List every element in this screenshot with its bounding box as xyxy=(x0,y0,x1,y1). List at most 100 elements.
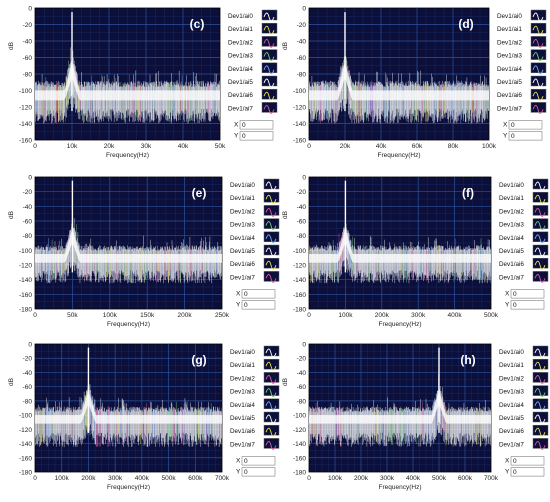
cursor-y-field[interactable] xyxy=(241,300,276,310)
legend-swatch[interactable] xyxy=(532,257,549,269)
y-tick-label: -120 xyxy=(293,105,306,112)
noise-floor-band xyxy=(35,61,220,101)
legend-swatch[interactable] xyxy=(261,75,278,87)
legend-swatch[interactable] xyxy=(532,191,549,203)
legend-swatch-trace xyxy=(265,361,277,371)
legend-entry-label: Dev1/ai5 xyxy=(497,79,522,86)
legend-entry-label: Dev1/ai6 xyxy=(230,261,255,268)
legend-swatch[interactable] xyxy=(263,385,280,396)
cursor-y-field[interactable] xyxy=(510,467,545,477)
legend-swatch-trace xyxy=(265,221,277,231)
legend-swatch[interactable] xyxy=(263,345,280,357)
legend-swatch[interactable] xyxy=(532,398,549,410)
legend-swatch[interactable] xyxy=(532,271,549,282)
legend-swatch[interactable] xyxy=(532,178,549,190)
legend-swatch[interactable] xyxy=(532,411,549,423)
x-tick-label: 500k xyxy=(432,475,447,482)
cursor-x-field[interactable] xyxy=(239,120,274,130)
legend-swatch[interactable] xyxy=(263,424,280,436)
x-tick-label: 150k xyxy=(140,312,155,319)
legend-entry-label: Dev1/ai3 xyxy=(499,222,524,229)
legend-swatch[interactable] xyxy=(261,36,278,47)
legend-entry-label: Dev1/ai0 xyxy=(497,13,522,20)
legend-swatch[interactable] xyxy=(532,244,549,256)
legend-swatch[interactable] xyxy=(263,257,280,269)
legend-swatch-trace xyxy=(534,374,546,384)
legend-entry-label: Dev1/ai7 xyxy=(499,274,524,281)
spectrum-trace xyxy=(309,347,491,447)
legend-entry-label: Dev1/ai2 xyxy=(228,39,253,46)
legend-swatch[interactable] xyxy=(263,231,280,243)
legend-swatch[interactable] xyxy=(530,49,547,60)
legend-swatch-trace xyxy=(263,25,275,35)
x-tick-label: 400k xyxy=(406,475,421,482)
legend-swatch[interactable] xyxy=(263,178,280,190)
legend-swatch[interactable] xyxy=(532,205,549,216)
cursor-y-field[interactable] xyxy=(508,131,543,141)
y-tick-label: -180 xyxy=(19,470,32,477)
legend-swatch[interactable] xyxy=(532,358,549,370)
x-tick-label: 500k xyxy=(484,312,499,319)
cursor-x-label: X xyxy=(234,122,239,129)
y-tick-label: -160 xyxy=(19,138,32,145)
legend-swatch[interactable] xyxy=(530,102,547,113)
legend-entry-label: Dev1/ai2 xyxy=(497,39,522,46)
legend-swatch-trace xyxy=(532,91,544,101)
cursor-x-field[interactable] xyxy=(510,456,545,466)
cursor-x-field[interactable] xyxy=(510,289,545,299)
legend-swatch[interactable] xyxy=(532,424,549,436)
legend-swatch[interactable] xyxy=(530,62,547,74)
legend-swatch[interactable] xyxy=(263,244,280,256)
legend-swatch[interactable] xyxy=(263,358,280,370)
legend-swatch[interactable] xyxy=(261,22,278,34)
legend-swatch[interactable] xyxy=(261,9,278,21)
x-tick-label: 200k xyxy=(178,312,193,319)
legend-swatch[interactable] xyxy=(530,88,547,100)
x-tick-label: 0 xyxy=(307,143,311,150)
legend-swatch[interactable] xyxy=(263,205,280,216)
legend-swatch[interactable] xyxy=(263,438,280,449)
legend-swatch[interactable] xyxy=(263,191,280,203)
cursor-y-field[interactable] xyxy=(239,131,274,141)
y-tick-label: -40 xyxy=(23,204,33,211)
x-tick-label: 700k xyxy=(215,475,230,482)
cursor-x-field[interactable] xyxy=(508,120,543,130)
y-tick-label: -20 xyxy=(23,189,33,196)
legend-swatch[interactable] xyxy=(261,62,278,74)
panel-label: (h) xyxy=(460,353,475,367)
legend-swatch[interactable] xyxy=(263,398,280,410)
legend-swatch[interactable] xyxy=(261,49,278,60)
y-tick-label: -40 xyxy=(23,39,33,46)
legend-swatch[interactable] xyxy=(532,231,549,243)
legend-swatch[interactable] xyxy=(263,218,280,229)
legend-swatch[interactable] xyxy=(530,75,547,87)
cursor-x-field[interactable] xyxy=(241,456,276,466)
x-tick-label: 500k xyxy=(162,475,177,482)
legend-swatch[interactable] xyxy=(261,88,278,100)
y-tick-label: 0 xyxy=(28,342,32,349)
cursor-x-field[interactable] xyxy=(241,289,276,299)
legend-swatch[interactable] xyxy=(530,36,547,47)
legend-swatch-trace xyxy=(265,374,277,384)
legend-swatch[interactable] xyxy=(532,438,549,449)
legend-swatch[interactable] xyxy=(263,372,280,383)
spectrum-trace xyxy=(309,180,491,284)
y-tick-label: -20 xyxy=(297,356,307,363)
legend-entry-label: Dev1/ai1 xyxy=(499,195,524,202)
legend-swatch-trace xyxy=(265,440,277,450)
cursor-y-field[interactable] xyxy=(510,300,545,310)
legend-swatch-trace xyxy=(534,221,546,231)
legend-swatch[interactable] xyxy=(530,22,547,34)
legend-swatch[interactable] xyxy=(263,271,280,282)
cursor-y-field[interactable] xyxy=(241,467,276,477)
x-tick-label: 300k xyxy=(380,475,395,482)
legend-swatch[interactable] xyxy=(261,102,278,113)
legend-swatch[interactable] xyxy=(532,385,549,396)
legend-swatch[interactable] xyxy=(532,372,549,383)
legend-swatch[interactable] xyxy=(532,345,549,357)
legend-swatch[interactable] xyxy=(263,411,280,423)
legend-swatch[interactable] xyxy=(532,218,549,229)
y-tick-label: -100 xyxy=(293,248,306,255)
panel-label: (c) xyxy=(190,17,205,31)
legend-swatch[interactable] xyxy=(530,9,547,21)
